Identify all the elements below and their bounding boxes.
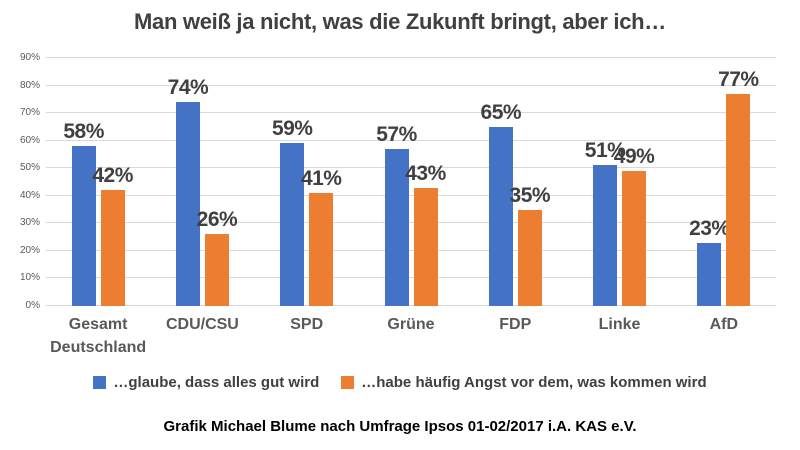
legend-swatch-icon	[341, 376, 355, 389]
bar	[622, 170, 647, 306]
legend-item: …glaube, dass alles gut wird	[93, 374, 319, 391]
plot-area: 58% 42% 74% 26% 59% 41% 57% 43% 65% 35% 51% 49% 23% 7…	[46, 57, 776, 306]
legend-swatch-icon	[93, 376, 107, 389]
bar-value-label: 58%	[63, 120, 104, 144]
bar-value-label: 49%	[613, 144, 655, 168]
y-axis-tick-label: 0%	[25, 300, 40, 311]
x-axis-category-label: Grüne	[387, 316, 435, 333]
bar	[517, 209, 542, 306]
bar-value-label: 65%	[480, 100, 522, 124]
legend-label: …glaube, dass alles gut wird	[113, 374, 320, 391]
y-axis-tick-label: 10%	[19, 272, 40, 284]
bar	[175, 102, 200, 306]
bar-value-label: 41%	[300, 167, 342, 191]
bar	[593, 165, 618, 306]
bar	[726, 93, 751, 306]
bar	[413, 187, 438, 306]
y-axis-tick-label: 90%	[19, 52, 40, 63]
bar-value-label: 23%	[689, 216, 730, 240]
gridline	[46, 277, 776, 279]
x-axis-category-label: FDP	[499, 316, 532, 333]
x-axis-category-label: CDU/CSU	[165, 316, 239, 333]
bar	[697, 242, 722, 306]
gridline	[46, 305, 776, 306]
y-axis-tick-label: 70%	[19, 107, 40, 119]
bar	[100, 190, 125, 306]
x-axis-category-label: SPD	[290, 316, 324, 333]
bar-value-label: 57%	[376, 122, 417, 146]
bar-value-label: 43%	[405, 161, 446, 185]
bar	[280, 143, 305, 306]
bar	[204, 234, 229, 306]
y-axis: 0% 10% 20% 30% 40% 50% 60% 70% 80% 90%	[0, 53, 40, 311]
gridline	[46, 249, 776, 251]
x-axis-category-label: AfD	[709, 316, 739, 333]
bar	[309, 193, 334, 306]
bar-value-label: 74%	[167, 76, 209, 100]
x-axis-category-label: Gesamt Deutschland	[50, 316, 147, 357]
bar-value-label: 59%	[271, 117, 313, 141]
gridline	[46, 112, 776, 114]
legend: …glaube, dass alles gut wird …habe häufig…	[0, 374, 800, 391]
bar	[384, 148, 409, 306]
bar-value-label: 77%	[718, 67, 759, 91]
gridline	[46, 139, 776, 141]
chart-title: Man weiß ja nicht, was die Zukunft bring…	[133, 9, 667, 34]
y-axis-tick-label: 40%	[19, 189, 40, 201]
x-axis-category-labels: Gesamt Deutschland CDU/CSU SPD Grüne FDP Link…	[46, 313, 776, 359]
gridline	[46, 84, 776, 86]
y-axis-tick-label: 30%	[19, 217, 40, 229]
bar-value-label: 26%	[196, 208, 238, 232]
gridline	[46, 194, 776, 196]
bar	[71, 146, 96, 306]
gridline	[46, 57, 776, 58]
bar-value-label: 42%	[92, 164, 133, 188]
bar-value-label: 51%	[584, 139, 626, 163]
bar-value-label: 35%	[509, 183, 551, 207]
gridline	[46, 167, 776, 169]
legend-label: …habe häufig Angst vor dem, was kommen w…	[361, 374, 707, 391]
y-axis-tick-label: 80%	[19, 79, 40, 91]
bar	[488, 126, 513, 306]
source-caption: Grafik Michael Blume nach Umfrage Ipsos …	[163, 418, 637, 435]
y-axis-tick-label: 50%	[19, 162, 40, 174]
gridline	[46, 222, 776, 224]
x-axis-category-label: Linke	[598, 316, 641, 333]
y-axis-tick-label: 20%	[19, 244, 40, 256]
y-axis-tick-label: 60%	[19, 134, 40, 146]
legend-item: …habe häufig Angst vor dem, was kommen w…	[341, 374, 707, 391]
